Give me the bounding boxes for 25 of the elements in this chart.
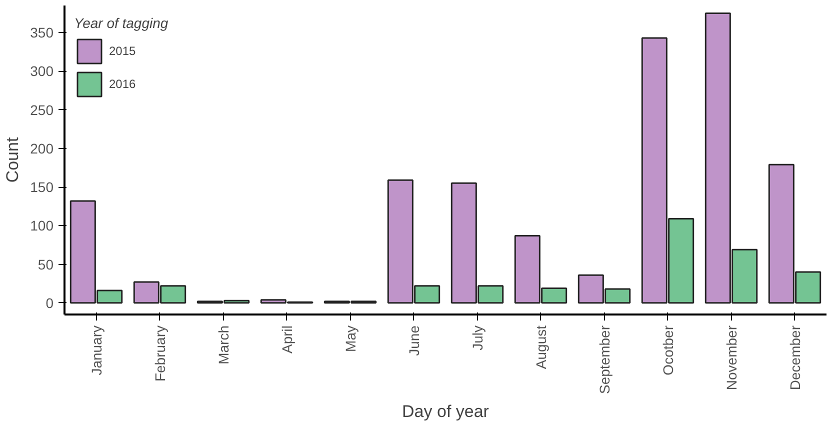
x-tick-label: February — [152, 325, 168, 382]
x-tick-label: April — [278, 325, 295, 354]
x-tick-label: August — [532, 325, 549, 370]
x-tick-label: March — [215, 325, 232, 364]
y-tick-label: 150 — [30, 179, 54, 196]
legend-title: Year of tagging — [74, 15, 168, 31]
x-tick-label: June — [406, 325, 422, 356]
y-tick-label: 200 — [30, 140, 54, 156]
y-tick-label: 300 — [30, 63, 54, 80]
x-tick-label: January — [88, 325, 104, 376]
legend-label: 2015 — [109, 44, 136, 58]
y-tick-label: 50 — [38, 256, 54, 272]
legend-label: 2016 — [109, 77, 136, 91]
x-tick-label: November — [723, 325, 740, 390]
x-tick-label: Ocotber — [660, 325, 676, 376]
y-tick-label: 0 — [46, 294, 54, 311]
x-axis-title: Day of year — [402, 402, 490, 421]
y-tick-label: 250 — [30, 102, 54, 118]
x-tick-label: July — [469, 325, 486, 350]
x-tick-label: May — [342, 325, 358, 352]
y-tick-label: 350 — [30, 24, 54, 41]
y-axis-title: Count — [3, 137, 22, 183]
y-tick-label: 100 — [30, 218, 54, 234]
x-tick-label: December — [786, 325, 803, 390]
x-tick-label: September — [596, 325, 612, 394]
